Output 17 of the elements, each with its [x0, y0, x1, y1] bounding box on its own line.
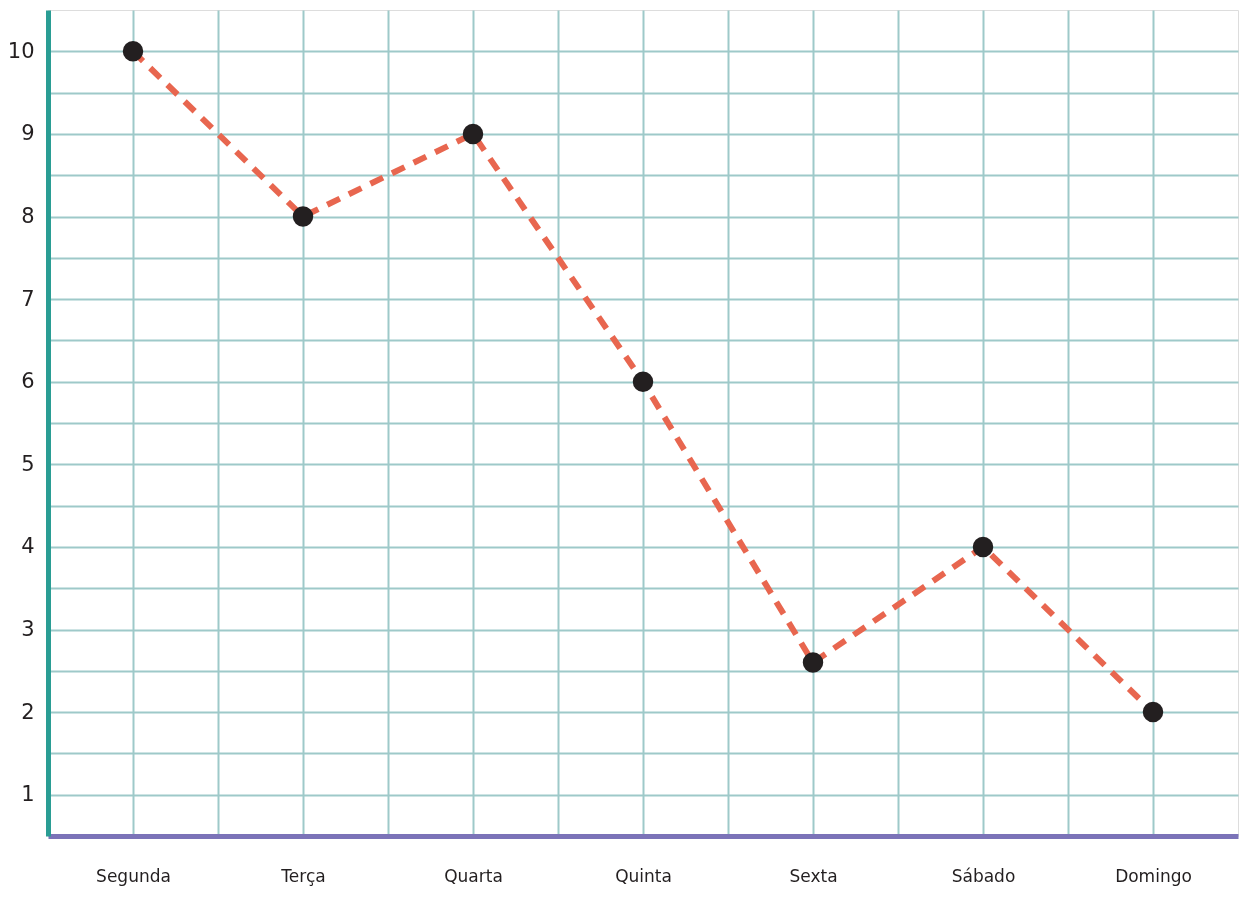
y-tick-label: 6 — [21, 369, 35, 394]
x-tick-label: Segunda — [96, 865, 171, 886]
y-tick-label: 7 — [21, 286, 35, 311]
y-tick-label: 5 — [21, 451, 35, 476]
x-tick-label: Terça — [280, 865, 326, 886]
y-tick-label: 4 — [21, 534, 35, 559]
y-tick-label: 3 — [21, 617, 35, 641]
y-tick-label: 2 — [21, 699, 35, 724]
y-tick-label: 8 — [21, 204, 35, 228]
y-tick-label: 1 — [21, 782, 35, 807]
x-tick-label: Domingo — [1115, 865, 1192, 886]
x-tick-label: Sábado — [951, 865, 1016, 886]
y-tick-label: 9 — [21, 121, 35, 146]
y-tick-label: 10 — [7, 38, 35, 63]
x-tick-label: Sexta — [789, 865, 838, 886]
x-tick-label: Quarta — [444, 865, 503, 886]
x-tick-label: Quinta — [615, 865, 672, 886]
